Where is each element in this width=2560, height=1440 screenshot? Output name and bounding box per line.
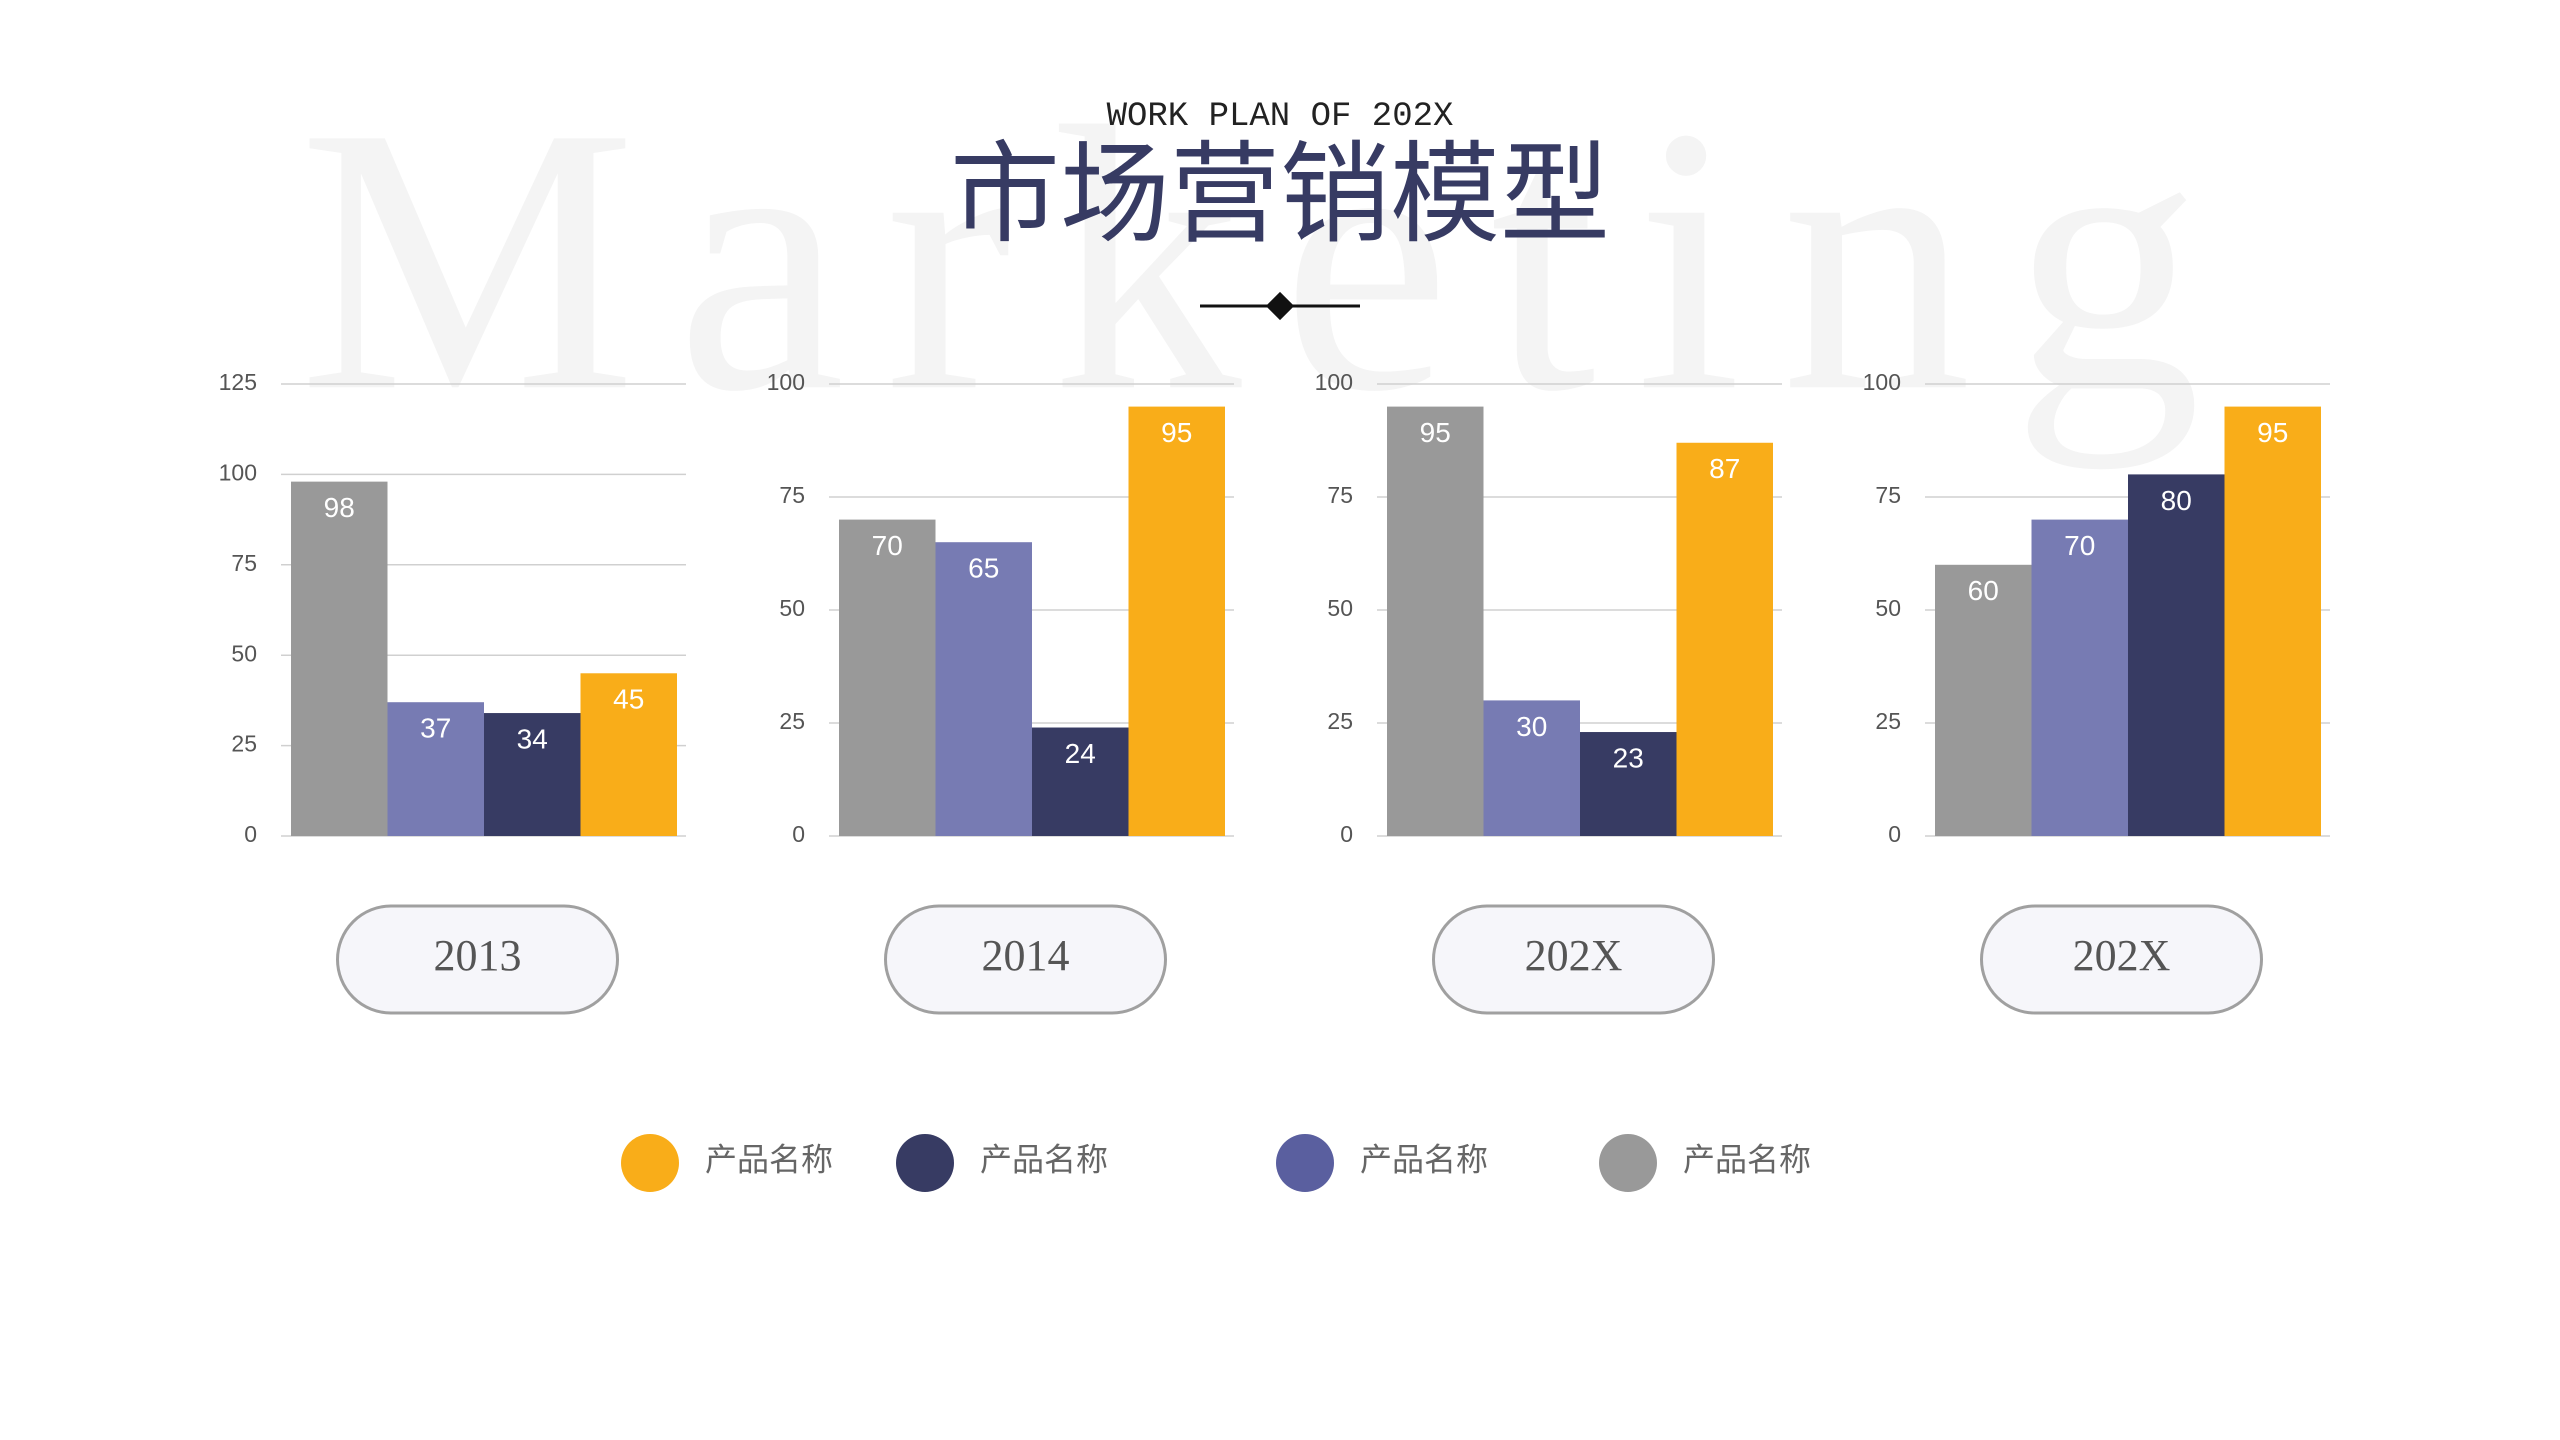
year-label: 202X — [1525, 931, 1623, 980]
year-pill — [1980, 904, 2263, 1015]
bar — [2224, 406, 2321, 836]
y-tick-label: 0 — [1340, 821, 1353, 847]
value-label: 30 — [1516, 711, 1547, 742]
y-tick-label: 25 — [779, 708, 805, 734]
y-tick-label: 50 — [779, 595, 805, 621]
subtitle: WORK PLAN OF 202X — [1107, 98, 1454, 136]
bar — [1483, 700, 1580, 836]
legend-swatch — [1599, 1134, 1657, 1192]
y-tick-label: 0 — [244, 821, 257, 847]
legend-swatch — [896, 1134, 954, 1192]
y-tick-label: 50 — [1875, 595, 1901, 621]
bar — [1387, 406, 1484, 836]
legend-label: 产品名称 — [705, 1141, 833, 1177]
year-label: 2013 — [434, 931, 522, 980]
y-tick-label: 100 — [1863, 369, 1901, 395]
value-label: 95 — [1161, 417, 1192, 448]
year-pill — [884, 904, 1167, 1015]
legend-label: 产品名称 — [1683, 1141, 1811, 1177]
legend-label: 产品名称 — [980, 1141, 1108, 1177]
value-label: 45 — [613, 684, 644, 715]
value-label: 87 — [1709, 453, 1740, 484]
year-label: 202X — [2073, 931, 2171, 980]
y-tick-label: 50 — [231, 640, 257, 666]
value-label: 65 — [968, 553, 999, 584]
y-tick-label: 75 — [1875, 482, 1901, 508]
value-label: 98 — [324, 492, 355, 523]
year-pill — [1432, 904, 1715, 1015]
value-label: 23 — [1613, 742, 1644, 773]
y-tick-label: 0 — [792, 821, 805, 847]
value-label: 37 — [420, 713, 451, 744]
y-tick-label: 25 — [1875, 708, 1901, 734]
bar — [291, 481, 388, 836]
year-label: 2014 — [982, 931, 1070, 980]
bar — [1935, 564, 2032, 836]
value-label: 70 — [872, 530, 903, 561]
bar — [1032, 727, 1129, 836]
bar — [935, 542, 1032, 836]
y-tick-label: 100 — [1315, 369, 1353, 395]
y-tick-label: 125 — [219, 369, 257, 395]
bar — [580, 673, 677, 836]
bar — [2128, 474, 2225, 836]
bar — [484, 713, 581, 836]
y-tick-label: 25 — [231, 731, 257, 757]
y-tick-label: 100 — [219, 459, 257, 485]
bar — [1580, 732, 1677, 836]
y-tick-label: 50 — [1327, 595, 1353, 621]
year-pill — [336, 904, 619, 1015]
y-tick-label: 25 — [1327, 708, 1353, 734]
value-label: 80 — [2161, 485, 2192, 516]
bar — [387, 702, 484, 836]
y-tick-label: 75 — [1327, 482, 1353, 508]
value-label: 24 — [1065, 738, 1096, 769]
y-tick-label: 75 — [779, 482, 805, 508]
y-tick-label: 0 — [1888, 821, 1901, 847]
watermark: Marketing — [299, 49, 2242, 470]
legend-swatch — [621, 1134, 679, 1192]
value-label: 95 — [2257, 417, 2288, 448]
value-label: 34 — [517, 723, 548, 754]
divider-diamond — [1265, 291, 1295, 321]
value-label: 95 — [1420, 417, 1451, 448]
bar — [2031, 519, 2128, 836]
y-tick-label: 100 — [767, 369, 805, 395]
value-label: 60 — [1968, 575, 1999, 606]
title: 市场营销模型 — [950, 134, 1610, 256]
bar — [839, 519, 936, 836]
bar — [1128, 406, 1225, 836]
legend-swatch — [1276, 1134, 1334, 1192]
y-tick-label: 75 — [231, 550, 257, 576]
legend-label: 产品名称 — [1360, 1141, 1488, 1177]
bar — [1676, 442, 1773, 836]
value-label: 70 — [2064, 530, 2095, 561]
